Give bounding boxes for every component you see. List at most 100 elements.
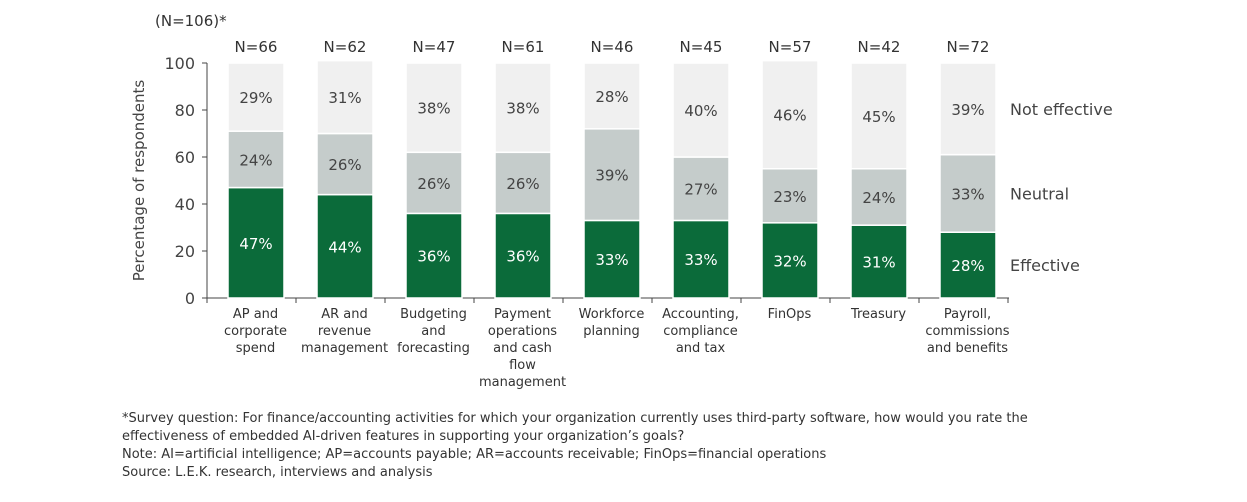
bar-segment-effective bbox=[939, 231, 997, 299]
x-tick-label: operations bbox=[488, 324, 557, 339]
data-label: 33% bbox=[951, 185, 984, 203]
y-tick-label: 20 bbox=[175, 242, 195, 261]
x-tick-label: and bbox=[421, 324, 445, 339]
survey-question-note-cont: effectiveness of embedded AI-driven feat… bbox=[122, 429, 685, 444]
bar-segment-not-effective bbox=[227, 62, 285, 132]
x-tick-label: Treasury bbox=[850, 307, 906, 322]
data-label: 33% bbox=[684, 251, 717, 269]
x-tick-label: Budgeting bbox=[400, 307, 467, 322]
source-note: Source: L.E.K. research, interviews and … bbox=[122, 465, 433, 480]
data-label: 39% bbox=[595, 167, 628, 185]
bar-segment-neutral bbox=[672, 156, 730, 222]
n-label: N=62 bbox=[324, 38, 367, 56]
y-axis-label: Percentage of respondents bbox=[130, 80, 148, 282]
bar-segment-not-effective bbox=[316, 59, 374, 135]
bar-segment-neutral bbox=[761, 168, 819, 224]
footnotes: *Survey question: For finance/accounting… bbox=[122, 410, 1122, 482]
n-label: N=46 bbox=[591, 38, 634, 56]
data-label: 33% bbox=[595, 251, 628, 269]
x-tick-label: revenue bbox=[318, 324, 371, 339]
legend-label: Not effective bbox=[1010, 100, 1113, 119]
x-tick-label: management bbox=[479, 375, 566, 390]
x-tick-label: Accounting, bbox=[662, 307, 739, 322]
data-label: 26% bbox=[328, 156, 361, 174]
data-label: 47% bbox=[239, 235, 272, 253]
bar-segment-effective bbox=[672, 219, 730, 299]
bar-segment-not-effective bbox=[583, 62, 641, 130]
data-label: 26% bbox=[417, 175, 450, 193]
y-tick-label: 60 bbox=[175, 148, 195, 167]
legend-label: Neutral bbox=[1010, 184, 1069, 203]
data-label: 45% bbox=[862, 108, 895, 126]
n-label: N=45 bbox=[680, 38, 723, 56]
x-tick-label: and benefits bbox=[927, 341, 1008, 356]
x-tick-label: corporate bbox=[224, 324, 287, 339]
bar-segment-neutral bbox=[316, 132, 374, 196]
data-label: 28% bbox=[595, 88, 628, 106]
data-label: 23% bbox=[773, 188, 806, 206]
data-label: 38% bbox=[417, 100, 450, 118]
bar-segment-neutral bbox=[583, 128, 641, 222]
data-label: 36% bbox=[417, 248, 450, 266]
x-tick-label: flow bbox=[509, 358, 536, 373]
data-label: 28% bbox=[951, 257, 984, 275]
y-tick-label: 40 bbox=[175, 195, 195, 214]
n-label: N=47 bbox=[413, 38, 456, 56]
data-label: 40% bbox=[684, 102, 717, 120]
y-tick-label: 100 bbox=[164, 54, 195, 73]
bar-segment-not-effective bbox=[761, 59, 819, 170]
data-label: 32% bbox=[773, 252, 806, 270]
x-tick-label: Payment bbox=[494, 307, 551, 322]
bar-segment-neutral bbox=[494, 151, 552, 215]
x-tick-label: spend bbox=[236, 341, 276, 356]
x-tick-label: Payroll, bbox=[944, 307, 991, 322]
x-tick-label: FinOps bbox=[768, 307, 812, 322]
stacked-bar-chart: (N=106)* Percentage of respondents 0 20 40 60… bbox=[130, 12, 1113, 390]
bar-segment-neutral bbox=[939, 153, 997, 233]
bar-segment-effective bbox=[583, 219, 641, 299]
bar-segment-effective bbox=[405, 212, 463, 299]
data-label: 31% bbox=[328, 89, 361, 107]
y-tick-label: 0 bbox=[185, 289, 195, 308]
bar-segment-effective bbox=[850, 224, 908, 299]
n-label: N=57 bbox=[769, 38, 812, 56]
data-label: 24% bbox=[239, 151, 272, 169]
data-label: 38% bbox=[506, 100, 539, 118]
bar-segment-effective bbox=[494, 212, 552, 299]
abbreviation-note: Note: AI=artificial intelligence; AP=acc… bbox=[122, 447, 827, 462]
x-tick-label: planning bbox=[583, 324, 639, 339]
bar-segment-not-effective bbox=[494, 62, 552, 154]
bar-segment-not-effective bbox=[405, 62, 463, 154]
n-label: N=72 bbox=[947, 38, 990, 56]
data-label: 39% bbox=[951, 101, 984, 119]
x-tick-label: forecasting bbox=[397, 341, 470, 356]
n-label: N=61 bbox=[502, 38, 545, 56]
bar-segment-not-effective bbox=[939, 62, 997, 156]
survey-question-note: *Survey question: For finance/accounting… bbox=[122, 411, 1028, 426]
x-tick-label: and tax bbox=[676, 341, 726, 356]
n-label: N=66 bbox=[235, 38, 278, 56]
y-tick-label: 80 bbox=[175, 101, 195, 120]
x-tick-label: AP and bbox=[233, 307, 278, 322]
data-label: 29% bbox=[239, 89, 272, 107]
bar-segment-not-effective bbox=[850, 62, 908, 170]
legend-label: Effective bbox=[1010, 256, 1080, 275]
x-tick-label: AR and bbox=[321, 307, 368, 322]
data-label: 31% bbox=[862, 254, 895, 272]
data-label: 46% bbox=[773, 107, 806, 125]
x-tick-label: management bbox=[301, 341, 388, 356]
n-label: N=42 bbox=[858, 38, 901, 56]
x-tick-label: commissions bbox=[925, 324, 1009, 339]
bar-segment-effective bbox=[761, 222, 819, 299]
bar-segment-not-effective bbox=[672, 62, 730, 158]
x-tick-label: Workforce bbox=[579, 307, 645, 322]
bar-segment-neutral bbox=[850, 168, 908, 226]
bar-segment-effective bbox=[316, 193, 374, 299]
data-label: 36% bbox=[506, 248, 539, 266]
data-label: 44% bbox=[328, 238, 361, 256]
data-label: 26% bbox=[506, 175, 539, 193]
x-tick-label: and cash bbox=[493, 341, 552, 356]
data-label: 27% bbox=[684, 181, 717, 199]
data-label: 24% bbox=[862, 189, 895, 207]
